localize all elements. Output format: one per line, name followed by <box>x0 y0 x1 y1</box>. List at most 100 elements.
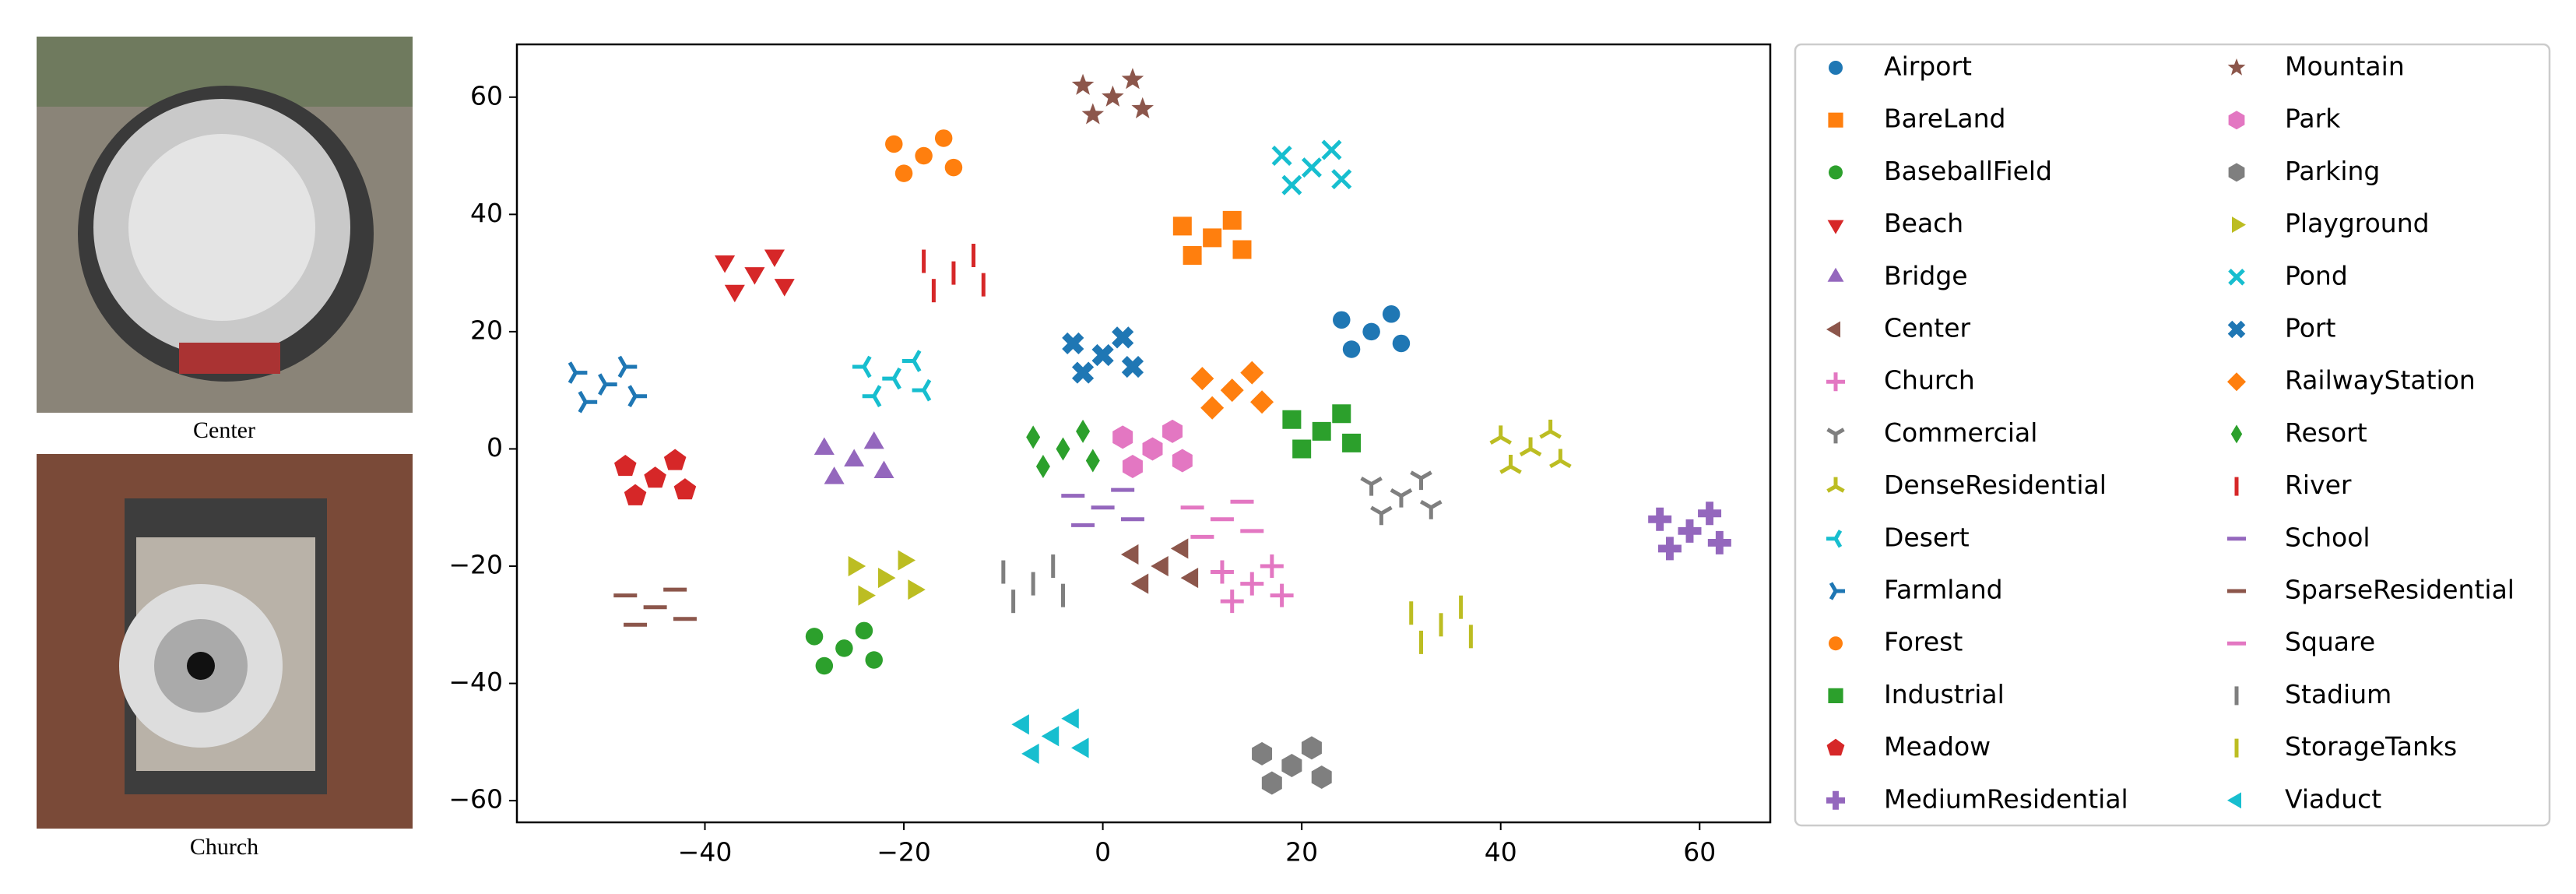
scatter-point <box>1081 103 1105 125</box>
legend-marker <box>2227 372 2246 392</box>
legend-marker <box>2228 163 2245 182</box>
legend-label: Church <box>1884 365 1975 396</box>
legend-label: Playground <box>2285 208 2430 238</box>
legend-marker <box>1829 636 1843 651</box>
scatter-point <box>915 146 933 165</box>
legend-marker <box>1827 220 1844 234</box>
legend-label: Port <box>2285 313 2335 343</box>
scatter-point <box>1056 437 1070 461</box>
scatter-point <box>885 135 903 153</box>
scatter-point <box>1142 437 1163 461</box>
scatter-point <box>1130 573 1149 594</box>
legend-label: Forest <box>1884 627 1963 657</box>
plot-frame <box>515 43 1772 824</box>
legend-label: BareLand <box>1884 104 2005 134</box>
scatter-point <box>624 484 647 505</box>
scatter-point <box>1026 425 1041 449</box>
scatter-point <box>1370 505 1393 526</box>
scatter-point <box>1240 361 1264 385</box>
scatter-point <box>1657 537 1682 561</box>
legend-label: Resort <box>2285 417 2367 448</box>
scatter-point <box>627 385 648 407</box>
scatter-point <box>744 267 765 285</box>
scatter-point <box>873 460 894 479</box>
legend-marker <box>1826 530 1843 548</box>
scatter-point <box>1261 771 1282 795</box>
scatter-point <box>1200 396 1225 420</box>
scatter-point <box>824 466 845 484</box>
scatter-point <box>1061 708 1079 729</box>
scatter-point <box>1203 228 1222 248</box>
scatter-point <box>715 255 736 273</box>
scatter-point <box>774 279 795 297</box>
scatter-point <box>578 390 598 414</box>
scatter-point <box>815 656 834 675</box>
scatter-point <box>1332 404 1351 424</box>
y-tick-label: −40 <box>448 667 503 697</box>
scatter-point <box>1183 246 1202 266</box>
scatter-point <box>1519 437 1542 457</box>
legend-marker <box>1826 738 1845 756</box>
scatter-point <box>1220 590 1244 614</box>
scatter-point <box>1250 390 1274 414</box>
scatter-point <box>1419 500 1443 519</box>
legend-marker <box>2227 320 2246 339</box>
legend-label: River <box>2285 470 2352 500</box>
legend-label: BaseballField <box>1884 156 2052 186</box>
scatter-point <box>1321 139 1342 160</box>
scatter-point <box>1362 322 1380 341</box>
scatter-point <box>901 350 922 372</box>
scatter-point <box>1342 433 1362 452</box>
scatter-point <box>1281 174 1302 195</box>
y-tick-label: −20 <box>448 550 503 580</box>
scatter-point <box>912 378 932 402</box>
scatter-point <box>1539 419 1562 439</box>
legend-marker <box>1827 267 1844 282</box>
scatter-point <box>1112 425 1133 449</box>
scatter-point <box>882 367 901 390</box>
scatter-point <box>1410 470 1432 491</box>
scatter-point <box>1311 766 1332 790</box>
scatter-point <box>1281 753 1302 777</box>
scatter-point <box>1312 421 1331 441</box>
legend-marker <box>1828 688 1843 703</box>
x-tick-label: −40 <box>678 837 733 868</box>
scatter-point <box>1240 572 1264 596</box>
scatter-point <box>814 437 835 455</box>
legend-marker <box>1829 582 1845 600</box>
scatter-point <box>862 385 882 407</box>
scatter-point <box>1220 378 1244 403</box>
scatter-point <box>1222 210 1242 230</box>
legend-label: Farmland <box>1884 575 2003 605</box>
scatter-point <box>1122 455 1143 479</box>
scatter-point <box>1232 240 1252 259</box>
scatter-point <box>835 639 853 657</box>
legend-label: Bridge <box>1884 260 1968 290</box>
legend-label: Mountain <box>2285 51 2405 82</box>
legend-label: Desert <box>1884 522 1970 552</box>
scatter-point <box>1270 583 1294 607</box>
legend-label: MediumResidential <box>1884 783 2128 814</box>
legend-box <box>1794 43 2551 827</box>
scatter-point <box>848 555 866 577</box>
legend-label: Center <box>1884 313 1971 343</box>
legend-label: Airport <box>1884 51 1972 82</box>
legend-label: Parking <box>2285 156 2380 186</box>
scatter-point <box>1549 449 1572 469</box>
scatter-point <box>852 355 872 378</box>
scatter-point <box>1392 334 1411 353</box>
scatter-point <box>764 249 785 268</box>
scatter-point <box>878 568 896 589</box>
y-tick-label: 20 <box>470 315 503 345</box>
legend-marker <box>2228 269 2245 286</box>
scatter-point <box>1011 714 1029 735</box>
scatter-point <box>1102 85 1124 107</box>
scatter-point <box>1021 743 1039 764</box>
legend-label: Pond <box>2285 260 2348 290</box>
scatter-point <box>1071 737 1089 758</box>
scatter-point <box>858 585 876 606</box>
church-photo <box>37 454 413 829</box>
scatter-point <box>598 373 617 396</box>
scatter-point <box>644 466 666 488</box>
scatter-point <box>1489 425 1513 445</box>
